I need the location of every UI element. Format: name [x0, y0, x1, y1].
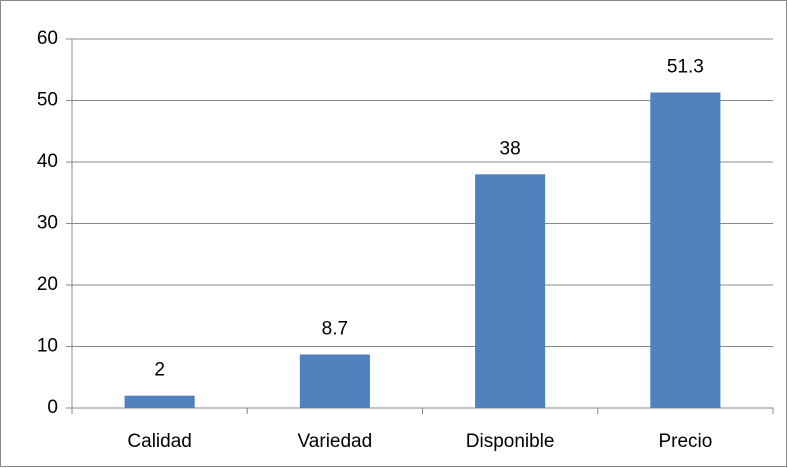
bar [475, 174, 546, 408]
bar [650, 92, 721, 408]
data-label: 2 [154, 360, 165, 381]
y-tick-label: 10 [37, 336, 58, 357]
y-tick-label: 20 [37, 274, 58, 295]
y-tick-label: 30 [37, 213, 58, 234]
x-tick-label: Calidad [127, 431, 191, 452]
y-tick-label: 60 [37, 28, 58, 49]
bar [124, 395, 195, 408]
x-tick-label: Variedad [298, 431, 373, 452]
bar [299, 354, 370, 408]
data-label: 38 [500, 138, 521, 159]
x-tick-label: Precio [658, 431, 712, 452]
y-tick-label: 50 [37, 90, 58, 111]
y-tick-label: 40 [37, 151, 58, 172]
data-label: 51.3 [667, 57, 704, 78]
data-label: 8.7 [322, 319, 348, 340]
y-tick-label: 0 [47, 397, 58, 418]
x-tick-label: Disponible [466, 431, 555, 452]
